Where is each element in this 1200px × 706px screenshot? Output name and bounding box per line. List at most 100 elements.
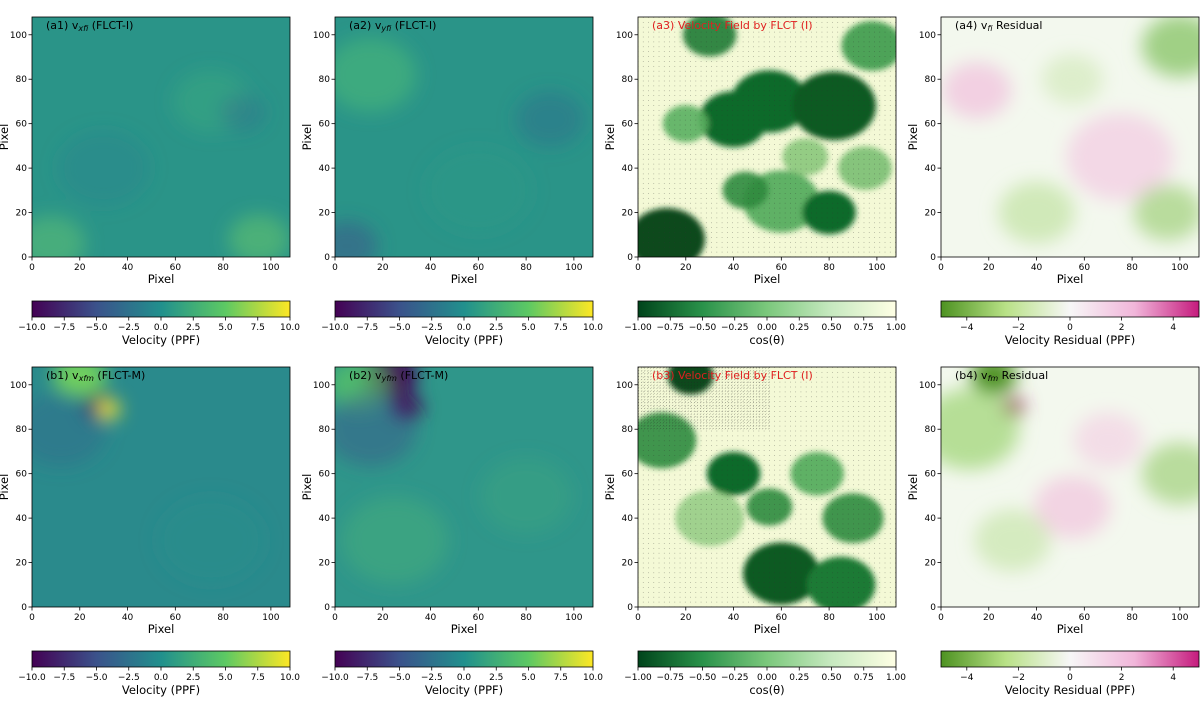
quiver-arrow [648, 474, 649, 476]
quiver-arrow [700, 562, 702, 564]
quiver-arrow [811, 591, 812, 593]
quiver-arrow [700, 251, 702, 253]
quiver-arrow [847, 489, 849, 491]
quiver-arrow [679, 114, 681, 116]
quiver-arrow [811, 440, 812, 442]
quiver-arrow [753, 100, 754, 101]
quiver-arrow [674, 577, 676, 579]
quiver-arrow [758, 90, 760, 92]
quiver-arrow [690, 591, 691, 593]
quiver-arrow [853, 202, 854, 204]
quiver-arrow [763, 552, 765, 554]
x-tick-label: 100 [262, 263, 279, 273]
quiver-arrow [784, 528, 786, 530]
quiver-arrow [700, 547, 702, 549]
quiver-arrow [774, 367, 775, 368]
quiver-arrow [721, 591, 723, 593]
x-tick-label: 100 [868, 263, 885, 273]
quiver-arrow [774, 376, 775, 378]
quiver-arrow [837, 80, 839, 82]
quiver-arrow [700, 572, 702, 574]
quiver-arrow [690, 232, 691, 233]
quiver-arrow [784, 90, 786, 92]
quiver-arrow [758, 251, 760, 253]
quiver-arrow [737, 562, 739, 564]
quiver-arrow [726, 401, 728, 403]
quiver-arrow [774, 51, 775, 53]
quiver-arrow [663, 139, 665, 141]
colorbar-label: Velocity (PPF) [122, 333, 200, 347]
quiver-arrow [879, 41, 881, 43]
quiver-arrow [705, 75, 707, 77]
quiver-arrow [695, 95, 697, 97]
quiver-arrow [669, 430, 670, 432]
quiver-arrow [642, 479, 644, 481]
quiver-arrow [784, 582, 786, 583]
quiver-arrow [753, 31, 754, 33]
quiver-arrow [653, 246, 655, 248]
quiver-arrow [847, 601, 849, 603]
quiver-arrow [774, 114, 775, 116]
quiver-arrow [716, 183, 718, 185]
quiver-arrow [847, 173, 849, 175]
quiver-arrow [805, 577, 807, 579]
quiver-arrow [758, 411, 760, 412]
quiver-arrow [790, 406, 791, 407]
quiver-arrow [847, 163, 849, 165]
quiver-arrow [753, 601, 754, 603]
quiver-arrow [790, 464, 791, 466]
quiver-arrow [832, 75, 833, 77]
quiver-arrow [858, 80, 860, 82]
quiver-arrow [774, 484, 775, 486]
quiver-arrow [700, 241, 702, 243]
quiver-arrow [716, 577, 718, 579]
quiver-arrow [737, 367, 739, 368]
quiver-arrow [826, 440, 828, 442]
quiver-arrow [753, 119, 754, 121]
quiver-arrow [774, 21, 775, 23]
quiver-arrow [800, 494, 802, 495]
colorbar-tick-label: −5.0 [389, 323, 411, 333]
quiver-arrow [658, 56, 660, 57]
quiver-arrow [658, 158, 660, 160]
quiver-arrow [842, 406, 844, 407]
quiver-arrow [695, 386, 697, 388]
quiver-arrow [811, 197, 812, 199]
quiver-arrow [705, 61, 707, 62]
quiver-arrow [700, 494, 702, 495]
quiver-arrow [669, 479, 670, 481]
quiver-arrow [711, 139, 712, 141]
quiver-arrow [816, 450, 818, 451]
quiver-arrow [721, 445, 723, 447]
quiver-arrow [784, 591, 786, 593]
quiver-arrow [758, 163, 760, 165]
quiver-arrow [721, 547, 723, 549]
quiver-arrow [663, 178, 665, 180]
quiver-arrow [726, 445, 728, 447]
quiver-arrow [811, 577, 812, 579]
quiver-arrow [669, 582, 670, 583]
y-tick-label: 80 [319, 75, 331, 85]
quiver-arrow [821, 494, 823, 495]
quiver-arrow [763, 51, 765, 53]
panel-title: (a1) vxfi (FLCT-I) [46, 19, 133, 33]
quiver-arrow [716, 80, 718, 82]
quiver-arrow [653, 149, 655, 150]
quiver-arrow [763, 119, 765, 121]
quiver-arrow [832, 129, 833, 131]
quiver-arrow [758, 538, 760, 539]
quiver-arrow [790, 41, 791, 43]
quiver-arrow [732, 217, 733, 219]
quiver-arrow [663, 129, 665, 131]
quiver-arrow [732, 591, 733, 593]
quiver-arrow [642, 547, 644, 549]
quiver-arrow [642, 178, 644, 180]
quiver-arrow [774, 237, 775, 238]
quiver-arrow [669, 596, 670, 598]
quiver-arrow [695, 61, 697, 62]
quiver-arrow [779, 582, 781, 583]
quiver-arrow [763, 538, 765, 539]
quiver-arrow [690, 411, 691, 412]
quiver-arrow [748, 376, 749, 378]
quiver-arrow [642, 528, 644, 530]
